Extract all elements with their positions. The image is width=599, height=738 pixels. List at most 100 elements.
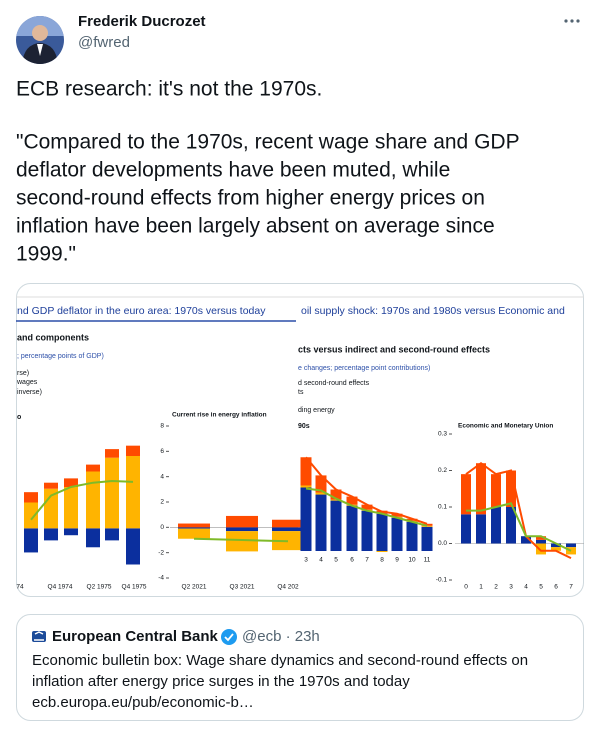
- x-tick-label: 5: [539, 584, 543, 591]
- x-tick-label: 1: [479, 584, 483, 591]
- x-tick-label: 5: [334, 557, 338, 564]
- bar-segment: [24, 492, 38, 503]
- bar-segment: [178, 523, 210, 528]
- bar-segment: [272, 527, 304, 532]
- x-tick-label: 4: [319, 557, 323, 564]
- right-legend: ding energy: [298, 407, 335, 414]
- x-tick-label: 4: [524, 584, 528, 591]
- author-handle[interactable]: @fwred: [78, 34, 130, 51]
- bar-segment: [476, 463, 486, 515]
- y-tick-label: 4: [160, 473, 164, 480]
- y-tick-label: -2: [158, 549, 164, 556]
- y-tick-label: 0: [160, 524, 164, 531]
- bar-segment: [536, 543, 546, 555]
- bar-segment: [506, 470, 516, 507]
- quote-handle[interactable]: @ecb · 23h: [242, 628, 320, 645]
- right-legend: d second-round effects: [298, 380, 370, 387]
- bar-segment: [361, 504, 373, 510]
- y-tick-label: 0.0: [438, 540, 447, 547]
- bar-segment: [461, 474, 471, 515]
- tweet-text-line: second-round effects from higher energy …: [16, 187, 485, 210]
- x-tick-label: 7: [569, 584, 573, 591]
- line-series: [466, 502, 572, 552]
- bar-segment: [491, 507, 501, 544]
- bar-segment: [226, 527, 258, 532]
- tweet-text-line: 1999.": [16, 243, 76, 266]
- tweet-text-line: "Compared to the 1970s, recent wage shar…: [16, 131, 520, 154]
- x-tick-label: 2: [494, 584, 498, 591]
- bar-segment: [566, 547, 576, 555]
- right-units: e changes; percentage point contribution…: [298, 365, 430, 372]
- x-tick-label: 3: [509, 584, 513, 591]
- bar-segment: [300, 485, 312, 488]
- embedded-chart: Economic and Monetary Union 0.3 0.2 0.1 0.0 -…: [436, 423, 584, 591]
- bar-segment: [105, 528, 119, 541]
- bar-segment: [421, 525, 433, 527]
- bar-segment: [86, 471, 100, 529]
- tweet-text-line: ECB research: it's not the 1970s.: [16, 78, 322, 101]
- bar-segment: [86, 464, 100, 472]
- y-tick-label: 0.3: [438, 431, 447, 438]
- x-tick-label: 6: [350, 557, 354, 564]
- quote-card[interactable]: [16, 614, 584, 721]
- left-heading: and components: [17, 332, 89, 342]
- bar-segment: [64, 528, 78, 536]
- bar-segment: [64, 487, 78, 529]
- quote-text-line: Economic bulletin box: Wage share dynami…: [32, 652, 528, 669]
- embedded-chart: Current rise in energy inflation 8 6 4 2 0 -2 -…: [158, 412, 304, 591]
- bar-segment: [44, 528, 58, 541]
- left-units: ; percentage points of GDP): [17, 353, 104, 360]
- line-series: [305, 487, 428, 527]
- quote-name[interactable]: European Central Bank: [52, 628, 219, 645]
- image-card[interactable]: [16, 283, 584, 597]
- x-tick-label: 3: [304, 557, 308, 564]
- left-legend: wages: [16, 379, 38, 386]
- bar-segment: [506, 507, 516, 544]
- bar-segment: [346, 505, 358, 551]
- bar-segment: [126, 445, 140, 456]
- bar-segment: [391, 517, 403, 551]
- bar-segment: [491, 474, 501, 507]
- bar-segment: [330, 500, 342, 551]
- bar-segment: [476, 514, 486, 544]
- line-series: [30, 479, 134, 521]
- bar-segment: [126, 528, 140, 565]
- x-tick-label: Q4 1974: [48, 584, 73, 591]
- left-panel-label: o: [17, 414, 21, 421]
- y-tick-label: 6: [160, 448, 164, 455]
- bar-segment: [300, 457, 312, 486]
- right-title: oil supply shock: 1970s and 1980s versus…: [301, 305, 565, 317]
- bar-segment: [406, 521, 418, 551]
- left-title: nd GDP deflator in the euro area: 1970s …: [17, 305, 266, 317]
- bar-segment: [315, 494, 327, 551]
- bar-segment: [226, 515, 258, 528]
- tweet-text-line: deflator developments have been muted, w…: [16, 159, 450, 182]
- right-legend: ts: [298, 389, 304, 396]
- bar-segment: [226, 531, 258, 552]
- line-series: [465, 461, 572, 559]
- author-name[interactable]: Frederik Ducrozet: [78, 13, 206, 30]
- bar-segment: [315, 475, 327, 493]
- embedded-chart: 74 Q4 1974 Q2 1975 Q4 1975: [16, 445, 147, 591]
- bar-segment: [178, 528, 210, 539]
- y-tick-label: 2: [160, 499, 164, 506]
- bar-segment: [536, 536, 546, 540]
- bar-segment: [376, 513, 388, 551]
- bar-segment: [330, 489, 342, 500]
- bar-segment: [421, 526, 433, 551]
- bar-segment: [391, 513, 403, 517]
- bar-segment: [536, 539, 546, 544]
- x-tick-label: 0: [464, 584, 468, 591]
- bar-segment: [272, 519, 304, 528]
- y-tick-label: -4: [158, 575, 164, 582]
- bar-segment: [86, 528, 100, 548]
- bar-segment: [346, 496, 358, 505]
- bar-segment: [521, 536, 531, 544]
- x-tick-label: Q2 1975: [87, 584, 112, 591]
- bar-segment: [461, 514, 471, 544]
- bar-segment: [105, 449, 119, 458]
- x-tick-label: 8: [380, 557, 384, 564]
- left-legend: rse): [17, 370, 29, 377]
- avatar[interactable]: [16, 16, 64, 64]
- more-button[interactable]: [564, 19, 580, 23]
